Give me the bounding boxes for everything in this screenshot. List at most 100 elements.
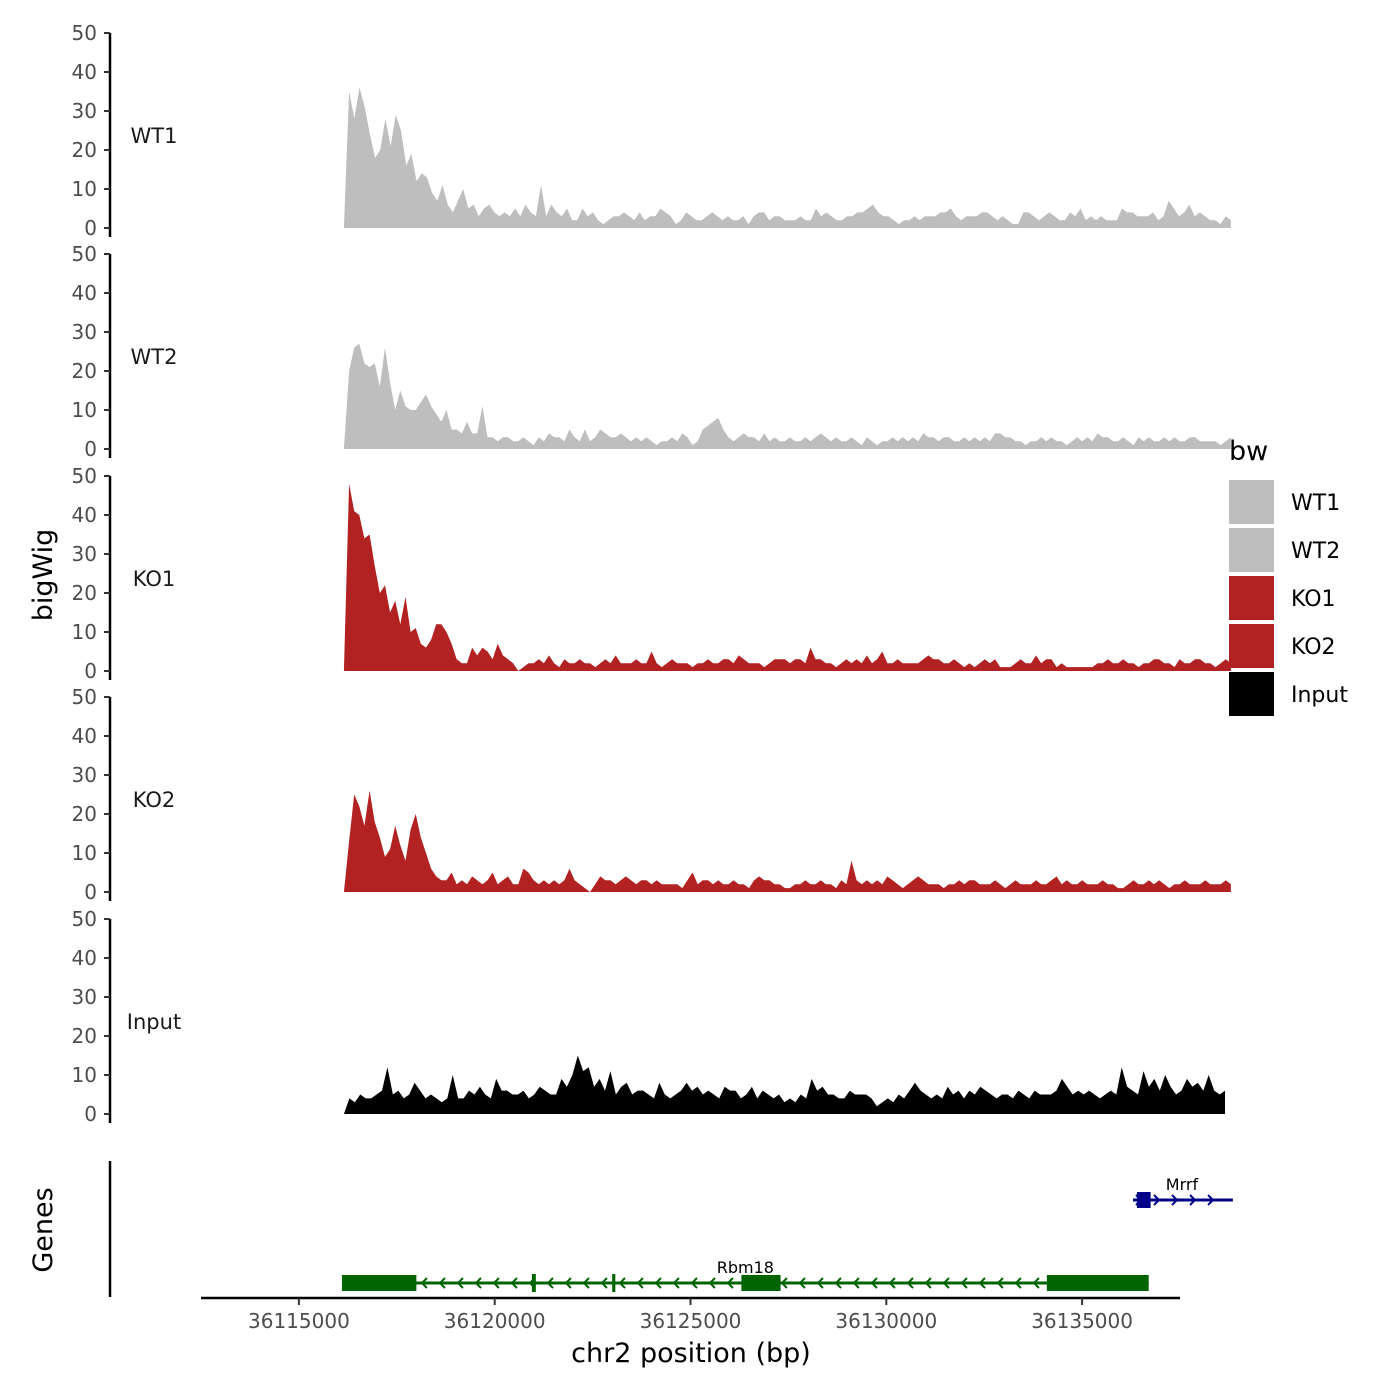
signal-area-wt1 — [343, 87, 1231, 228]
y-tick-label: 40 — [72, 60, 97, 84]
y-tick-label: 0 — [84, 659, 97, 683]
strand-arrow — [906, 1277, 914, 1289]
y-tick-label: 50 — [72, 21, 97, 45]
strand-arrow — [780, 1277, 788, 1289]
strand-arrow — [1207, 1194, 1215, 1206]
strand-arrow — [1014, 1277, 1022, 1289]
strand-arrow — [870, 1277, 878, 1289]
legend-swatch — [1229, 528, 1274, 572]
x-tick-label: 36120000 — [444, 1309, 546, 1333]
x-tick-label: 36115000 — [248, 1309, 350, 1333]
y-tick-label: 40 — [72, 503, 97, 527]
legend-label: KO2 — [1291, 635, 1336, 660]
strand-arrow — [690, 1277, 698, 1289]
y-tick-label: 30 — [72, 542, 97, 566]
y-tick-label: 10 — [72, 398, 97, 422]
x-tick-label: 36130000 — [835, 1309, 937, 1333]
strand-arrow — [672, 1277, 680, 1289]
signal-tracks: 0 10 20 30 40 50 WT1 0 10 20 30 40 50 WT2 0 10 20 30 40 50 K… — [72, 21, 1231, 1126]
legend-label: WT2 — [1291, 539, 1340, 564]
legend-label: WT1 — [1291, 491, 1340, 516]
exon — [1046, 1275, 1149, 1291]
track-wt1: 0 10 20 30 40 50 WT1 — [72, 21, 1231, 240]
y-tick-label: 50 — [72, 685, 97, 709]
signal-area-ko2 — [343, 790, 1231, 892]
exon — [741, 1275, 781, 1291]
y-tick-label: 10 — [72, 1063, 97, 1087]
strand-arrow — [636, 1277, 644, 1289]
legend-item-ko2: KO2 — [1229, 624, 1336, 668]
track-input: 0 10 20 30 40 50 Input — [72, 907, 1225, 1126]
y-axis-title: bigWig — [28, 529, 59, 622]
strand-arrow — [816, 1277, 824, 1289]
strand-arrow — [852, 1277, 860, 1289]
strand-arrow — [1171, 1194, 1179, 1206]
y-tick-label: 50 — [72, 907, 97, 931]
y-tick-label: 20 — [72, 138, 97, 162]
strand-arrow — [618, 1277, 626, 1289]
strand-arrow — [798, 1277, 806, 1289]
y-tick-label: 20 — [72, 802, 97, 826]
legend-swatch — [1229, 576, 1274, 620]
legend-item-wt2: WT2 — [1229, 528, 1340, 572]
y-tick-label: 0 — [84, 437, 97, 461]
y-tick-label: 10 — [72, 841, 97, 865]
y-tick-label: 50 — [72, 242, 97, 266]
exon — [612, 1274, 616, 1292]
strand-arrow — [1153, 1194, 1161, 1206]
axes: 36115000 36120000 36125000 36130000 36135000 — [201, 1296, 1180, 1333]
strand-arrow — [834, 1277, 842, 1289]
strand-arrow — [1032, 1277, 1040, 1289]
strand-arrow — [978, 1277, 986, 1289]
legend: bw WT1 WT2 KO1 KO2 Input — [1229, 436, 1348, 716]
strand-arrow — [960, 1277, 968, 1289]
strand-arrow — [474, 1277, 482, 1289]
y-tick-label: 20 — [72, 581, 97, 605]
legend-swatch — [1229, 672, 1274, 716]
y-tick-label: 0 — [84, 216, 97, 240]
y-tick-label: 30 — [72, 985, 97, 1009]
legend-item-ko1: KO1 — [1229, 576, 1336, 620]
strand-arrow — [564, 1277, 572, 1289]
genes-axis-title: Genes — [28, 1187, 59, 1272]
strand-arrow — [600, 1277, 608, 1289]
strand-arrow — [942, 1277, 950, 1289]
y-tick-label: 0 — [84, 1102, 97, 1126]
strand-arrow — [996, 1277, 1004, 1289]
y-tick-label: 40 — [72, 946, 97, 970]
x-tick-label: 36135000 — [1031, 1309, 1133, 1333]
gene-mrrf: Mrrf — [1133, 1175, 1233, 1208]
track-label: Input — [127, 1010, 181, 1034]
track-ko1: 0 10 20 30 40 50 KO1 — [72, 464, 1231, 683]
strand-arrow — [510, 1277, 518, 1289]
strand-arrow — [888, 1277, 896, 1289]
y-tick-label: 30 — [72, 320, 97, 344]
strand-arrow — [420, 1277, 428, 1289]
x-axis-title: chr2 position (bp) — [571, 1338, 811, 1369]
gene-label: Rbm18 — [717, 1258, 774, 1277]
gene-rbm18: Rbm18 — [341, 1258, 1149, 1292]
strand-arrow — [438, 1277, 446, 1289]
strand-arrow — [708, 1277, 716, 1289]
gene-annotation-track: Rbm18 Mrrf — [108, 1161, 1233, 1297]
y-tick-label: 30 — [72, 763, 97, 787]
exon — [1136, 1192, 1151, 1208]
track-label: WT2 — [131, 345, 178, 369]
track-ko2: 0 10 20 30 40 50 KO2 — [72, 685, 1231, 904]
y-tick-label: 50 — [72, 464, 97, 488]
strand-arrow — [456, 1277, 464, 1289]
track-label: WT1 — [131, 124, 178, 148]
strand-arrow — [726, 1277, 734, 1289]
track-label: KO1 — [133, 567, 176, 591]
y-tick-label: 20 — [72, 359, 97, 383]
signal-area-ko1 — [343, 483, 1231, 671]
y-tick-label: 20 — [72, 1024, 97, 1048]
y-tick-label: 30 — [72, 99, 97, 123]
strand-arrow — [582, 1277, 590, 1289]
legend-swatch — [1229, 480, 1274, 524]
strand-arrow — [654, 1277, 662, 1289]
y-tick-label: 0 — [84, 880, 97, 904]
y-tick-label: 40 — [72, 724, 97, 748]
legend-label: Input — [1291, 683, 1348, 708]
